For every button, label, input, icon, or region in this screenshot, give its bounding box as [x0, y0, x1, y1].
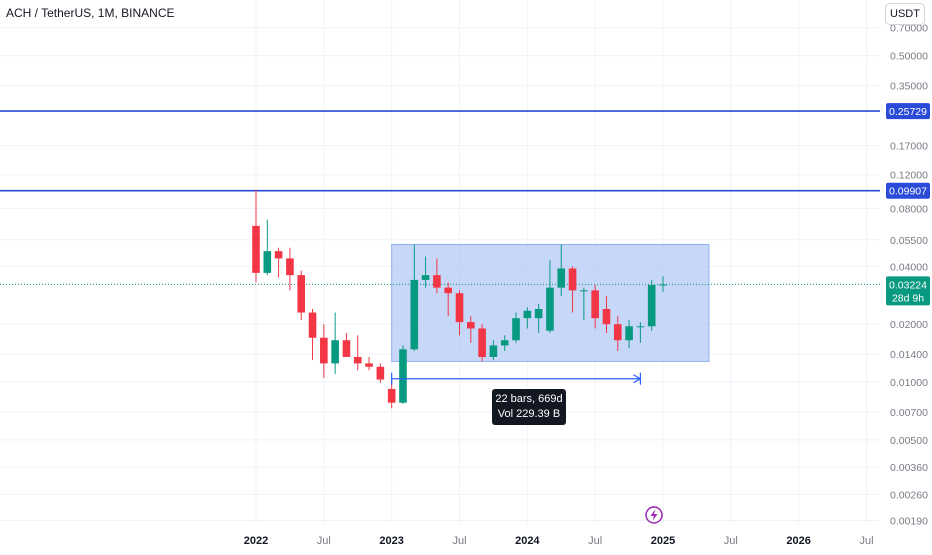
- y-tick-label: 0.35000: [890, 80, 928, 92]
- y-tick-label: 0.00190: [890, 516, 928, 528]
- countdown-label: 28d 9h: [892, 292, 924, 304]
- horizontal-lines[interactable]: [0, 110, 880, 192]
- symbol-title: ACH / TetherUS, 1M, BINANCE: [6, 6, 175, 20]
- y-tick-label: 0.08000: [890, 204, 928, 216]
- x-tick-label: 2024: [515, 535, 540, 547]
- measure-arrow-head: [633, 374, 642, 384]
- candle-body: [252, 225, 260, 273]
- candle-body: [546, 287, 554, 331]
- x-tick-label: Jul: [724, 535, 738, 547]
- candle-body: [647, 284, 656, 327]
- horizontal-line-price-label: 0.25729: [889, 106, 927, 118]
- measure-tooltip: 22 bars, 669d Vol 229.39 B: [492, 389, 566, 425]
- candle-body: [331, 340, 339, 364]
- x-tick-label: Jul: [859, 535, 873, 547]
- current-price-tag: [886, 276, 930, 306]
- y-tick-label: 0.02000: [890, 319, 928, 331]
- y-tick-label: 0.00500: [890, 435, 928, 447]
- candle-body: [568, 268, 577, 291]
- candle-body: [534, 308, 543, 319]
- y-tick-label: 0.17000: [890, 141, 928, 153]
- candle-body: [478, 328, 486, 357]
- candle-body: [320, 337, 328, 364]
- x-tick-label: 2023: [379, 535, 403, 547]
- candle-body: [444, 287, 452, 294]
- lightning-icon-glyph: [650, 509, 658, 521]
- x-tick-label: Jul: [317, 535, 331, 547]
- horizontal-line-price-tag: [886, 182, 930, 199]
- currency-button[interactable]: USDT: [885, 3, 925, 25]
- candle-body: [376, 366, 385, 380]
- horizontal-line-price-label: 0.09907: [889, 186, 927, 198]
- y-tick-label: 0.01400: [890, 349, 928, 361]
- measure-volume-label: Vol 229.39 B: [497, 408, 561, 420]
- measure-arrow-layer: [391, 372, 642, 385]
- candle-body: [308, 312, 317, 338]
- y-tick-label: 0.00360: [890, 462, 928, 474]
- candle-body: [433, 275, 441, 288]
- x-tick-label: 2025: [651, 535, 675, 547]
- current-price-label: 0.03224: [889, 279, 927, 291]
- candle-body: [421, 275, 430, 280]
- candle-body: [580, 290, 588, 292]
- y-tick-label: 0.01000: [890, 377, 928, 389]
- candle-body: [297, 275, 306, 313]
- y-tick-label: 0.70000: [890, 23, 928, 35]
- y-tick-label: 0.00700: [890, 407, 928, 419]
- candle-body: [636, 326, 645, 328]
- candle-body: [286, 258, 294, 276]
- horizontal-line-price-tag: [886, 103, 930, 120]
- candle-body: [489, 345, 498, 357]
- candle-body: [274, 251, 283, 259]
- candle-body: [342, 340, 351, 357]
- x-tick-label: 2026: [786, 535, 810, 547]
- y-tick-label: 0.05500: [890, 235, 928, 247]
- grid: [0, 0, 880, 524]
- candle-body: [467, 322, 475, 329]
- candle-body: [512, 318, 520, 341]
- y-tick-label: 0.00260: [890, 489, 928, 501]
- candle-body: [659, 284, 667, 286]
- y-tick-label: 0.12000: [890, 170, 928, 182]
- candle-body: [557, 268, 566, 288]
- candle-body: [500, 340, 509, 346]
- y-tick-label: 0.04000: [890, 261, 928, 273]
- candles: [252, 189, 667, 409]
- candle-body: [399, 349, 407, 403]
- measure-bars-label: 22 bars, 669d: [495, 393, 563, 405]
- candle-body: [410, 279, 419, 350]
- candle-body: [523, 310, 532, 319]
- candle-body: [613, 324, 622, 341]
- x-tick-label: Jul: [588, 535, 602, 547]
- candle-body: [591, 290, 599, 319]
- candle-body: [353, 356, 362, 364]
- x-tick-label: 2022: [244, 535, 268, 547]
- price-axis[interactable]: 0.70000 0.50000 0.35000 0.17000 0.12000 0.080…: [886, 23, 930, 528]
- x-tick-label: Jul: [452, 535, 466, 547]
- candle-body: [602, 308, 611, 325]
- event-layer[interactable]: [645, 506, 663, 524]
- time-axis[interactable]: 2022 Jul 2023 Jul 2024 Jul 2025 Jul 2026 Jul: [244, 535, 874, 547]
- y-tick-label: 0.50000: [890, 51, 928, 63]
- candle-body: [365, 363, 373, 367]
- candle-body: [387, 388, 396, 403]
- candle-body: [455, 293, 464, 323]
- candle-body: [263, 251, 272, 273]
- candle-body: [625, 326, 633, 341]
